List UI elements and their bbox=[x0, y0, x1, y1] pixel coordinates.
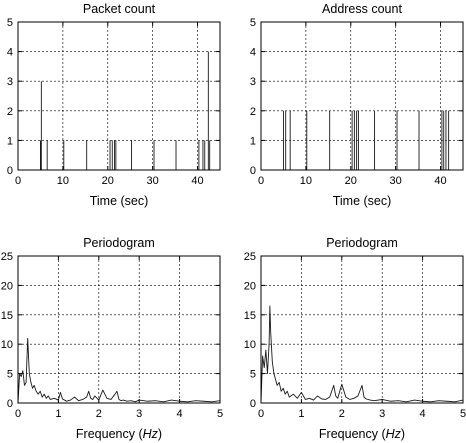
y-tick-label: 25 bbox=[244, 251, 256, 263]
x-tick-label: 2 bbox=[96, 408, 102, 420]
axes-frame bbox=[17, 21, 221, 171]
series-line-1 bbox=[39, 51, 211, 170]
x-axis-label-part: Frequency ( bbox=[76, 427, 144, 441]
y-tick-label: 5 bbox=[7, 17, 13, 29]
x-axis-label-part: Time (sec) bbox=[90, 194, 149, 208]
axes-frame bbox=[17, 255, 221, 404]
x-tick-label: 3 bbox=[379, 408, 385, 420]
chart-title: Periodogram bbox=[326, 236, 398, 250]
axes-frame bbox=[260, 255, 464, 404]
y-tick-label: 2 bbox=[7, 106, 13, 118]
x-tick-label: 5 bbox=[217, 408, 223, 420]
y-tick-label: 15 bbox=[244, 310, 256, 322]
x-tick-label: 2 bbox=[339, 408, 345, 420]
y-tick-label: 4 bbox=[250, 47, 256, 59]
y-tick-label: 3 bbox=[7, 76, 13, 88]
y-tick-label: 10 bbox=[244, 339, 256, 351]
chart-panel-3: 0 1 2 3 4 5 0 5 10 15 20 25 Periodogram Frequency (Hz… bbox=[1, 236, 223, 441]
x-tick-label: 40 bbox=[434, 175, 446, 187]
chart-panel-2: 0 10 20 30 40 0 1 2 3 4 5 Address count Time (sec) bbox=[250, 2, 464, 208]
chart-title: Packet count bbox=[83, 2, 156, 16]
x-tick-label: 1 bbox=[55, 408, 61, 420]
x-axis-label: Time (sec) bbox=[333, 194, 392, 208]
axes-frame bbox=[260, 21, 464, 171]
x-tick-label: 20 bbox=[345, 175, 357, 187]
series-line-1 bbox=[260, 305, 464, 404]
x-tick-label: 10 bbox=[57, 175, 69, 187]
x-tick-label: 40 bbox=[191, 175, 203, 187]
x-tick-label: 1 bbox=[298, 408, 304, 420]
x-axis-label-part: Hz bbox=[143, 427, 159, 441]
x-axis-label-part: Time (sec) bbox=[333, 194, 392, 208]
x-tick-label: 4 bbox=[177, 408, 183, 420]
x-tick-label: 5 bbox=[460, 408, 466, 420]
x-tick-label: 0 bbox=[15, 408, 21, 420]
y-tick-label: 20 bbox=[244, 280, 256, 292]
x-tick-label: 0 bbox=[15, 175, 21, 187]
y-tick-label: 0 bbox=[7, 165, 13, 177]
x-axis-label-part: ) bbox=[158, 427, 162, 441]
chart-panel-4: 0 1 2 3 4 5 0 5 10 15 20 25 Periodogram Frequency (Hz… bbox=[244, 236, 466, 441]
x-axis-label-part: Frequency ( bbox=[319, 427, 387, 441]
y-tick-label: 5 bbox=[7, 369, 13, 381]
y-tick-label: 5 bbox=[250, 17, 256, 29]
x-axis-label-part: ) bbox=[401, 427, 405, 441]
x-tick-label: 30 bbox=[390, 175, 402, 187]
y-tick-label: 1 bbox=[7, 135, 13, 147]
x-axis-label-part: Hz bbox=[386, 427, 402, 441]
y-tick-label: 5 bbox=[250, 369, 256, 381]
x-tick-label: 0 bbox=[258, 408, 264, 420]
series-line-1 bbox=[17, 337, 221, 404]
y-tick-label: 4 bbox=[7, 47, 13, 59]
y-tick-label: 0 bbox=[7, 398, 13, 410]
x-tick-label: 10 bbox=[300, 175, 312, 187]
chart-title: Periodogram bbox=[83, 236, 155, 250]
y-tick-label: 3 bbox=[250, 76, 256, 88]
x-axis-label: Frequency (Hz) bbox=[76, 427, 162, 441]
y-tick-label: 2 bbox=[250, 106, 256, 118]
y-tick-label: 0 bbox=[250, 165, 256, 177]
chart-title: Address count bbox=[322, 2, 402, 16]
x-tick-label: 0 bbox=[258, 175, 264, 187]
x-tick-label: 4 bbox=[420, 408, 426, 420]
x-tick-label: 3 bbox=[136, 408, 142, 420]
y-tick-label: 0 bbox=[250, 398, 256, 410]
series-line-1 bbox=[282, 110, 450, 170]
y-tick-label: 25 bbox=[1, 251, 13, 263]
y-tick-label: 10 bbox=[1, 339, 13, 351]
x-axis-label: Time (sec) bbox=[90, 194, 149, 208]
x-tick-label: 20 bbox=[102, 175, 114, 187]
y-tick-label: 20 bbox=[1, 280, 13, 292]
y-tick-label: 15 bbox=[1, 310, 13, 322]
x-axis-label: Frequency (Hz) bbox=[319, 427, 405, 441]
y-tick-label: 1 bbox=[250, 135, 256, 147]
x-tick-label: 30 bbox=[147, 175, 159, 187]
chart-panel-1: 0 10 20 30 40 0 1 2 3 4 5 Packet count Time (sec) bbox=[7, 2, 221, 208]
